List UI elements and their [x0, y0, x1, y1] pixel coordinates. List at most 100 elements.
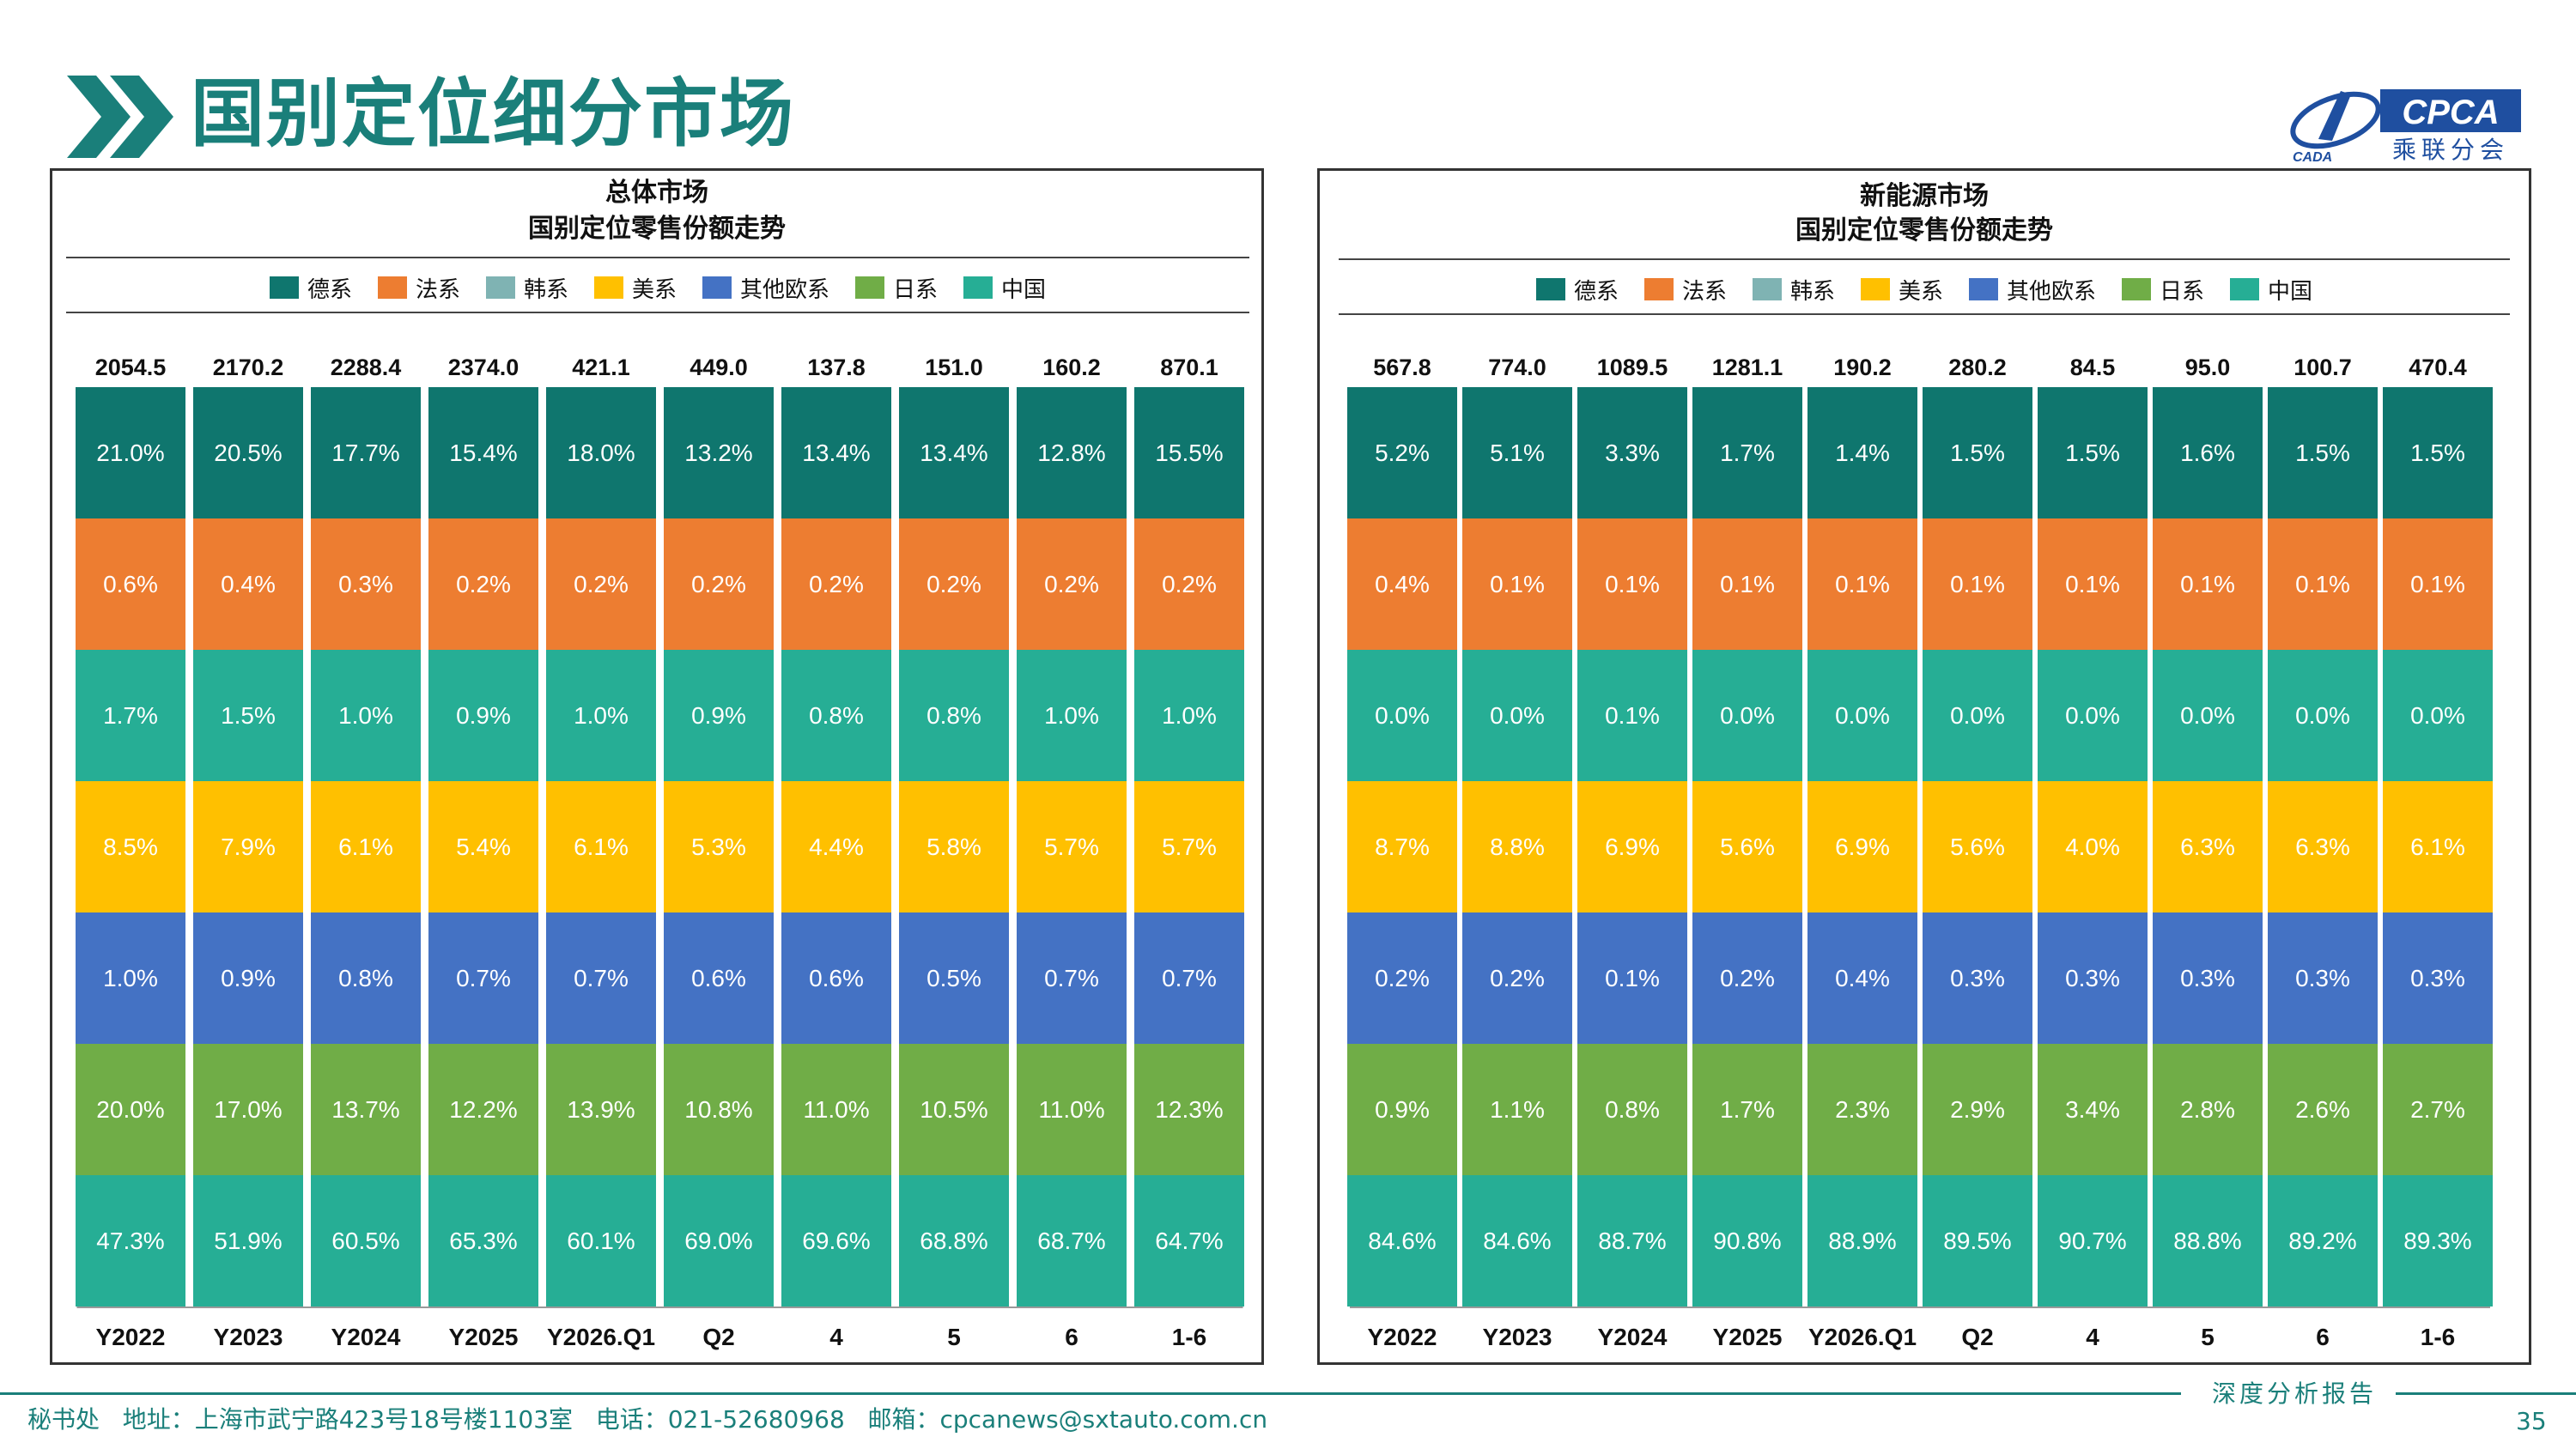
- bar-segment: [2268, 387, 2378, 518]
- data-label: 0.1%: [1835, 571, 1890, 597]
- legend-item-other-european: 其他欧系: [1969, 274, 2096, 306]
- bar-segment: [311, 387, 421, 518]
- bar-segment: [1017, 912, 1127, 1044]
- bar-segment: [1692, 1175, 1802, 1307]
- bar-segment: [1807, 650, 1917, 781]
- bar-segment: [1017, 387, 1127, 518]
- bar-segment: [781, 650, 891, 781]
- data-label: 5.6%: [1950, 834, 2005, 860]
- data-label: 0.9%: [221, 965, 276, 991]
- legend-item-other-european: 其他欧系: [702, 272, 829, 304]
- bar-segment: [1134, 912, 1244, 1044]
- data-label: 1.5%: [2410, 440, 2465, 466]
- bar-segment: [1923, 1175, 2032, 1307]
- data-label: 0.7%: [574, 965, 629, 991]
- data-label: 10.5%: [920, 1096, 987, 1123]
- data-label: 0.3%: [338, 571, 393, 597]
- bar-segment: [899, 650, 1009, 781]
- bar-segment: [311, 781, 421, 912]
- data-label: 0.2%: [1044, 571, 1099, 597]
- bar-segment: [1807, 781, 1917, 912]
- data-label: 0.3%: [2065, 965, 2120, 991]
- data-label: 1.5%: [1950, 440, 2005, 466]
- svg-text:乘联分会: 乘联分会: [2392, 136, 2509, 164]
- bar-segment: [2038, 912, 2148, 1044]
- bar-segment: [76, 1175, 185, 1307]
- bar-segment: [2268, 650, 2378, 781]
- bar-segment: [76, 650, 185, 781]
- category-label: 6: [1065, 1324, 1078, 1350]
- data-label: 0.2%: [691, 571, 746, 597]
- bar-segment: [311, 518, 421, 650]
- bar-segment: [193, 781, 303, 912]
- data-label: 1.0%: [574, 702, 629, 729]
- bar-segment: [2268, 1175, 2378, 1307]
- data-label: 0.5%: [927, 965, 981, 991]
- bar-segment: [1692, 387, 1802, 518]
- data-label: 0.1%: [1490, 571, 1545, 597]
- data-label: 0.0%: [1375, 702, 1430, 729]
- data-label: 12.2%: [449, 1096, 517, 1123]
- data-label: 6.3%: [2180, 834, 2235, 860]
- bar-segment: [1923, 650, 2032, 781]
- data-label: 12.8%: [1037, 440, 1105, 466]
- data-label: 89.3%: [2403, 1228, 2471, 1254]
- page-number: 35: [2516, 1407, 2547, 1435]
- bar-segment: [193, 1044, 303, 1175]
- bar-segment: [2383, 912, 2493, 1044]
- data-label: 90.7%: [2058, 1228, 2126, 1254]
- data-label: 0.2%: [1490, 965, 1545, 991]
- bar-segment: [899, 781, 1009, 912]
- bar-segment: [1692, 781, 1802, 912]
- data-label: 2.7%: [2410, 1096, 2465, 1123]
- bar-segment: [1923, 1044, 2032, 1175]
- bar-segment: [1134, 1044, 1244, 1175]
- bar-segment: [1577, 781, 1687, 912]
- data-label: 12.3%: [1155, 1096, 1223, 1123]
- bar-segment: [1134, 650, 1244, 781]
- data-label: 8.8%: [1490, 834, 1545, 860]
- data-label: 1.0%: [103, 965, 158, 991]
- bar-segment: [1923, 518, 2032, 650]
- bar-segment: [311, 1044, 421, 1175]
- bar-segment: [1134, 1175, 1244, 1307]
- data-label: 13.2%: [684, 440, 752, 466]
- bar-segment: [546, 387, 656, 518]
- bar-segment: [2268, 781, 2378, 912]
- bar-segment: [428, 1175, 538, 1307]
- data-label: 13.9%: [567, 1096, 635, 1123]
- legend-item-chinese: 中国: [963, 272, 1046, 304]
- data-label: 0.0%: [1490, 702, 1545, 729]
- data-label: 0.7%: [1162, 965, 1217, 991]
- total-label: 160.2: [1042, 355, 1101, 380]
- bar-segment: [664, 1044, 774, 1175]
- data-label: 0.8%: [809, 702, 864, 729]
- data-label: 51.9%: [214, 1228, 282, 1254]
- bar-segment: [1462, 650, 1572, 781]
- bar-segment: [546, 518, 656, 650]
- bar-segment: [2153, 912, 2263, 1044]
- category-label: 4: [2086, 1324, 2099, 1350]
- category-label: Y2024: [331, 1324, 401, 1350]
- bar-segment: [1462, 781, 1572, 912]
- total-label: 449.0: [690, 355, 748, 380]
- data-label: 2.9%: [1950, 1096, 2005, 1123]
- bar-segment: [311, 1175, 421, 1307]
- bar-segment: [899, 1044, 1009, 1175]
- bar-segment: [1577, 912, 1687, 1044]
- bar-segment: [899, 518, 1009, 650]
- data-label: 11.0%: [803, 1096, 869, 1123]
- bar-segment: [1807, 1044, 1917, 1175]
- total-label: 151.0: [925, 355, 983, 380]
- data-label: 90.8%: [1713, 1228, 1781, 1254]
- data-label: 0.9%: [456, 702, 511, 729]
- bar-segment: [664, 912, 774, 1044]
- bar-segment: [1692, 1044, 1802, 1175]
- footer-line: [2396, 1392, 2576, 1395]
- data-label: 4.0%: [2065, 834, 2120, 860]
- total-label: 1281.1: [1712, 355, 1783, 380]
- data-label: 0.1%: [1605, 571, 1660, 597]
- bar-segment: [2383, 781, 2493, 912]
- data-label: 20.0%: [96, 1096, 164, 1123]
- divider: [1339, 258, 2510, 260]
